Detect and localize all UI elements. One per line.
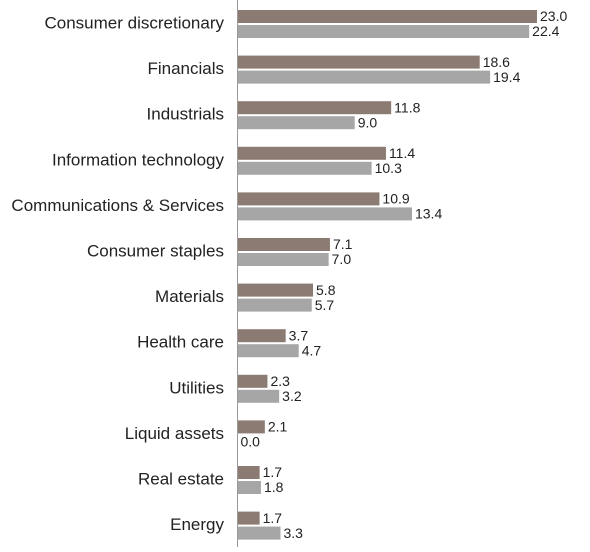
category-label-real-estate: Real estate (138, 469, 224, 488)
category-label-consumer-staples: Consumer staples (87, 241, 224, 260)
bar-consumer-staples-series-1 (237, 238, 330, 251)
value-label-materials-series-1: 5.8 (316, 282, 336, 298)
labels-layer: Consumer discretionary 23.022.4 Financials… (11, 8, 567, 541)
bar-energy-series-2 (237, 526, 281, 540)
bar-information-technology-series-1 (237, 146, 386, 160)
value-label-real-estate-series-2: 1.8 (264, 479, 284, 495)
value-label-real-estate-series-1: 1.7 (263, 464, 283, 480)
category-label-information-technology: Information technology (52, 150, 224, 169)
value-label-industrials-series-1: 11.8 (394, 99, 420, 115)
bar-materials-series-2 (237, 298, 312, 312)
bar-consumer-discretionary-series-1 (237, 10, 537, 23)
bar-liquid-assets-series-1 (237, 420, 265, 434)
value-label-health-care-series-1: 3.7 (289, 327, 309, 343)
bar-communications-and-services-series-1 (237, 192, 380, 206)
bar-financials-series-2 (237, 70, 491, 84)
category-label-liquid-assets: Liquid assets (125, 424, 224, 443)
value-label-energy-series-2: 3.3 (283, 525, 303, 541)
value-label-energy-series-1: 1.7 (263, 510, 283, 526)
value-label-consumer-discretionary-series-2: 22.4 (532, 23, 559, 39)
bar-industrials-series-2 (237, 116, 355, 130)
value-label-consumer-staples-series-1: 7.1 (333, 236, 353, 252)
category-label-communications-and-services: Communications & Services (11, 196, 224, 215)
value-label-health-care-series-2: 4.7 (302, 342, 322, 358)
value-label-financials-series-2: 19.4 (493, 69, 520, 85)
category-label-energy: Energy (170, 515, 224, 534)
bar-industrials-series-1 (237, 101, 392, 115)
value-label-industrials-series-2: 9.0 (358, 114, 378, 130)
value-label-communications-and-services-series-1: 10.9 (382, 191, 409, 207)
value-label-consumer-staples-series-2: 7.0 (332, 251, 352, 267)
value-label-communications-and-services-series-2: 13.4 (415, 206, 442, 222)
bar-materials-series-1 (237, 283, 314, 297)
bar-consumer-discretionary-series-2 (237, 25, 530, 38)
value-label-utilities-series-1: 2.3 (270, 373, 290, 389)
bar-utilities-series-1 (237, 374, 268, 388)
value-label-consumer-discretionary-series-1: 23.0 (540, 8, 567, 24)
bar-information-technology-series-2 (237, 161, 372, 175)
bar-real-estate-series-2 (237, 481, 261, 494)
value-label-information-technology-series-1: 11.4 (389, 145, 415, 161)
category-label-utilities: Utilities (169, 378, 224, 397)
value-label-utilities-series-2: 3.2 (282, 388, 302, 404)
value-label-materials-series-2: 5.7 (315, 297, 335, 313)
category-label-health-care: Health care (137, 333, 224, 352)
bar-real-estate-series-1 (237, 466, 260, 479)
category-label-industrials: Industrials (147, 105, 224, 124)
bar-utilities-series-2 (237, 389, 280, 403)
bar-health-care-series-1 (237, 329, 286, 343)
bar-communications-and-services-series-2 (237, 207, 412, 221)
bars-layer (237, 10, 537, 540)
bar-financials-series-1 (237, 55, 480, 69)
value-label-liquid-assets-series-1: 2.1 (268, 419, 288, 435)
bar-consumer-staples-series-2 (237, 253, 329, 266)
category-label-consumer-discretionary: Consumer discretionary (44, 13, 224, 32)
value-label-financials-series-1: 18.6 (483, 54, 510, 70)
value-label-information-technology-series-2: 10.3 (375, 160, 402, 176)
category-label-materials: Materials (155, 287, 224, 306)
value-label-liquid-assets-series-2: 0.0 (241, 434, 261, 450)
bar-health-care-series-2 (237, 344, 299, 358)
category-label-financials: Financials (147, 59, 224, 78)
bar-energy-series-1 (237, 511, 260, 525)
